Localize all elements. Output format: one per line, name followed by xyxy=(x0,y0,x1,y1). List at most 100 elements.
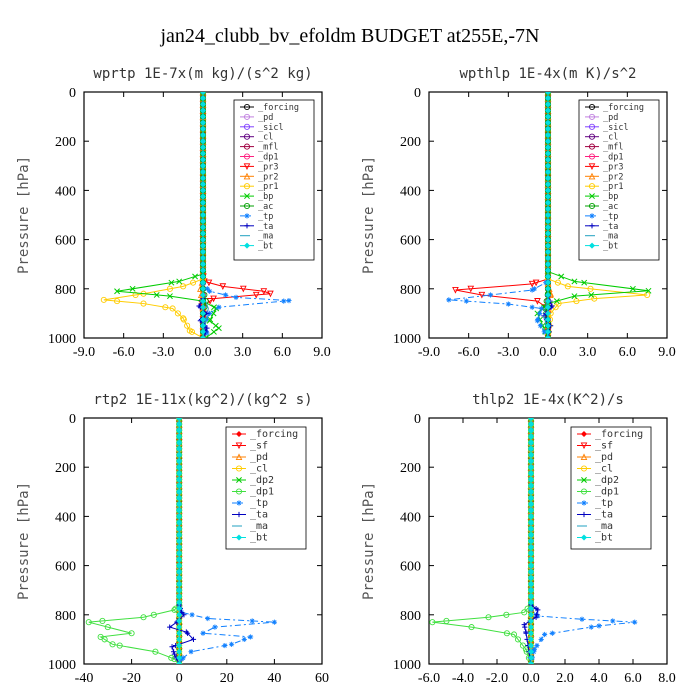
x-tick-label: -6.0 xyxy=(458,345,480,360)
series-marker-ta xyxy=(171,651,178,657)
legend-label: _pr3 xyxy=(258,162,278,172)
legend-marker xyxy=(589,223,595,229)
series-marker-bt xyxy=(199,304,207,311)
x-tick-label: 3.0 xyxy=(579,345,597,360)
y-tick-label: 200 xyxy=(55,461,76,476)
series-marker-bt xyxy=(176,617,183,624)
legend-label: _sicl xyxy=(603,123,629,133)
series-marker-dp1 xyxy=(503,630,510,637)
legend-label: _pr2 xyxy=(603,172,623,182)
series-marker-pr1 xyxy=(174,310,181,317)
series-marker-tp xyxy=(248,634,254,640)
legend-label: _dp2 xyxy=(250,475,274,486)
series-marker-bp xyxy=(192,273,199,280)
series-marker-bt xyxy=(544,261,552,268)
panel-4: thlp2 1E-4x(K^2)/s Pressure [hPa] -6.0 -4.0… xyxy=(361,392,676,686)
legend-label: _bt xyxy=(250,533,268,544)
series-marker-ta xyxy=(183,629,189,635)
legend-marker xyxy=(588,113,596,120)
y-axis-label: Pressure [hPa] xyxy=(361,482,377,600)
series-marker-dp1 xyxy=(514,636,522,643)
panel-title: wpthlp 1E-4x(m K)/s^2 xyxy=(459,66,636,82)
series-marker-tp xyxy=(204,286,211,292)
series-marker-bt xyxy=(527,470,535,477)
series-marker-bt xyxy=(527,418,535,422)
series-marker-bt xyxy=(527,574,535,581)
series-marker-bt xyxy=(544,138,552,145)
legend-marker xyxy=(588,143,596,150)
series-marker-bp xyxy=(129,285,136,292)
series-marker-bt xyxy=(544,279,552,286)
y-tick-label: 800 xyxy=(400,609,421,624)
series-marker-tp xyxy=(286,298,292,304)
series-marker-bt xyxy=(199,107,207,114)
y-axis-label: Pressure [hPa] xyxy=(16,156,32,274)
series-marker-bt xyxy=(544,101,552,108)
y-axis-label: Pressure [hPa] xyxy=(16,482,32,600)
legend-label: _pd xyxy=(250,452,268,463)
series-marker-dp1 xyxy=(150,611,157,618)
legend-marker xyxy=(243,113,251,120)
series-marker-bt xyxy=(199,101,207,108)
series-marker-bt xyxy=(176,544,183,551)
legend-marker xyxy=(588,123,596,130)
series-marker-dp1 xyxy=(468,624,475,631)
series-marker-bp xyxy=(210,328,217,335)
series-marker-bt xyxy=(527,550,535,557)
legend-marker xyxy=(588,183,596,190)
series-group xyxy=(85,418,277,664)
series-marker-bt xyxy=(176,501,183,508)
legend-label: _pd xyxy=(603,113,618,123)
x-tick-label: 6.0 xyxy=(619,345,637,360)
series-marker-bt xyxy=(199,230,207,237)
series-marker-pr3 xyxy=(219,283,227,290)
series-marker-ta xyxy=(533,614,539,620)
x-tick-label: -3.0 xyxy=(152,345,174,360)
series-marker-tp xyxy=(233,294,239,301)
series-marker-bt xyxy=(544,230,552,237)
y-axis-label: Pressure [hPa] xyxy=(361,156,377,274)
series-marker-bt xyxy=(527,464,535,471)
series-marker-tp xyxy=(529,304,535,310)
series-marker-bt xyxy=(544,298,552,305)
legend-marker xyxy=(235,442,243,450)
series-marker-tp xyxy=(529,287,535,293)
legend-marker xyxy=(580,453,588,461)
series-line-dp1 xyxy=(88,418,180,664)
series-marker-bt xyxy=(544,199,552,206)
y-tick-label: 1000 xyxy=(48,658,76,673)
legend-label: _bp xyxy=(258,192,273,202)
legend-marker xyxy=(580,465,588,472)
series-marker-bt xyxy=(176,648,183,655)
legend-label: _sf xyxy=(250,441,268,452)
legend-label: _ta xyxy=(258,222,273,232)
series-marker-ta xyxy=(169,644,175,650)
series-marker-tp xyxy=(463,298,469,304)
series-group xyxy=(446,92,652,338)
y-tick-label: 600 xyxy=(55,234,76,249)
series-marker-pr3 xyxy=(532,279,540,287)
series-marker-pr1 xyxy=(184,322,191,329)
plot-frame xyxy=(428,417,668,665)
series-marker-bp xyxy=(215,325,222,332)
series-marker-tp xyxy=(505,301,511,307)
series-marker-bt xyxy=(176,433,183,440)
series-marker-bt xyxy=(527,593,535,600)
x-tick-label: 4.0 xyxy=(590,671,608,686)
series-marker-pr1 xyxy=(169,305,176,312)
legend-marker xyxy=(243,143,251,150)
y-tick-label: 600 xyxy=(400,560,421,575)
series-marker-dp1 xyxy=(109,641,116,648)
legend-label: _ma xyxy=(250,521,268,532)
y-tick-label: 600 xyxy=(400,234,421,249)
series-marker-bt xyxy=(544,242,552,249)
series-marker-ta xyxy=(522,624,528,630)
legend-marker xyxy=(580,430,588,438)
y-tick-label: 400 xyxy=(55,184,76,199)
series-marker-pr1 xyxy=(140,300,147,307)
series-marker-tp xyxy=(281,298,287,304)
series-marker-bt xyxy=(544,273,552,280)
legend-marker xyxy=(243,163,251,171)
legend-marker xyxy=(244,223,250,229)
series-marker-pr3 xyxy=(267,290,274,298)
